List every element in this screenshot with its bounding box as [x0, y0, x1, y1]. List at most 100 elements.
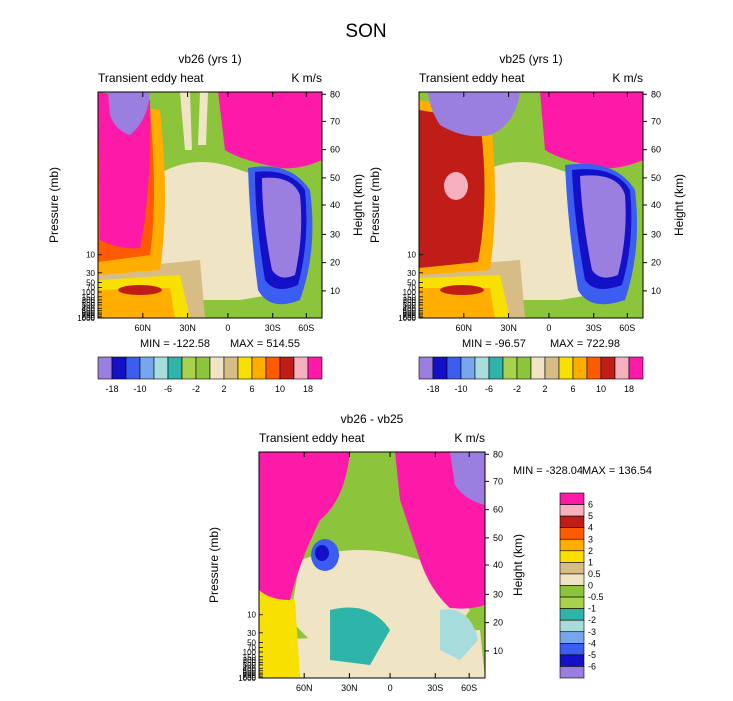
colorbar-cell [474, 356, 490, 380]
region-cyan-lower [330, 607, 390, 665]
p-tick-label: 400 [403, 304, 417, 313]
region-vertical-streaks [180, 92, 208, 150]
colorbar-label: -0.5 [588, 592, 604, 602]
colorbar-cell [559, 643, 585, 656]
colorbar-cell [544, 356, 560, 380]
colorbar-label: -10 [454, 384, 467, 394]
p-tick-label: 1000 [238, 674, 256, 683]
colorbar-cell [418, 356, 434, 380]
h-tick-label: 70 [493, 476, 503, 486]
colorbar-label: -10 [133, 384, 146, 394]
colorbar-cell [251, 356, 267, 380]
p-tick-label: 1000 [77, 314, 95, 323]
colorbar-cell [559, 573, 585, 586]
region-top-right-magenta [540, 92, 643, 169]
x-tick-label: 30N [179, 323, 196, 333]
figure-title: SON [345, 21, 386, 42]
colorbar-cell [153, 356, 169, 380]
colorbar-cell [139, 356, 155, 380]
y-axis-label: Pressure (mb) [207, 527, 221, 603]
h-tick-label: 40 [330, 200, 340, 210]
colorbar-label: 10 [275, 384, 285, 394]
colorbar-label: 6 [249, 384, 254, 394]
colorbar-label: 5 [588, 511, 593, 521]
p-tick-label: 300 [403, 301, 417, 310]
max-text: MAX = 136.54 [582, 465, 652, 477]
region-red-core [440, 285, 484, 295]
colorbar-label: 10 [596, 384, 606, 394]
region-top-right-magenta [218, 92, 322, 169]
x-tick-label: 30N [341, 683, 358, 693]
region-left-magenta [98, 92, 151, 249]
region-purple-core [580, 175, 626, 278]
colorbar-cell [628, 356, 644, 380]
colorbar-label: -3 [588, 627, 596, 637]
x-tick-label: 60N [135, 323, 152, 333]
y-axis-right-label: Height (km) [672, 174, 686, 236]
colorbar-label: -1 [588, 604, 596, 614]
p-tick-label: 10 [247, 611, 256, 620]
min-text: MIN = -122.58 [140, 338, 210, 350]
colorbar-label: -2 [588, 615, 596, 625]
x-tick-label: 0 [546, 323, 551, 333]
left-label: Transient eddy heat [419, 71, 525, 85]
region-purple-core [262, 177, 302, 278]
colorbar-cell [572, 356, 588, 380]
contour-field [419, 92, 643, 318]
panel-difference: vb26 - vb25 Transient eddy heat K m/s 60… [207, 412, 652, 693]
h-tick-label: 80 [493, 449, 503, 459]
colorbar-cell [460, 356, 476, 380]
panel-title: vb26 (yrs 1) [178, 52, 241, 66]
x-tick-label: 30S [427, 683, 443, 693]
colorbar-cell [432, 356, 448, 380]
x-tick-label: 0 [388, 683, 393, 693]
colorbar-label: -6 [485, 384, 493, 394]
y-axis-right-label: Height (km) [351, 174, 365, 236]
x-tick-label: 60S [619, 323, 635, 333]
p-tick-label: 400 [82, 304, 96, 313]
p-tick-label: 700 [403, 311, 417, 320]
min-text: MIN = -96.57 [462, 338, 526, 350]
h-tick-label: 60 [330, 145, 340, 155]
right-label: K m/s [612, 71, 643, 85]
colorbar-cell [195, 356, 211, 380]
h-tick-label: 30 [330, 229, 340, 239]
x-tick-label: 60N [456, 323, 473, 333]
p-tick-label: 400 [243, 664, 257, 673]
p-tick-label: 1000 [398, 314, 416, 323]
y-axis-right-label: Height (km) [511, 534, 525, 596]
panel-vb26: vb26 (yrs 1) Transient eddy heat K m/s 6… [47, 52, 365, 394]
region-pink-core [444, 172, 468, 200]
h-tick-label: 50 [493, 533, 503, 543]
colorbar: -18 -10 -6 -2 2 6 10 18 [418, 356, 644, 394]
colorbar-cell [559, 527, 585, 540]
p-tick-label: 600 [403, 309, 417, 318]
colorbar: -18 -10 -6 -2 2 6 10 18 [97, 356, 323, 394]
colorbar-label: -5 [588, 650, 596, 660]
h-tick-label: 60 [493, 505, 503, 515]
p-tick-label: 70 [407, 283, 416, 292]
colorbar-label: -6 [588, 661, 596, 671]
colorbar-cell [586, 356, 602, 380]
right-label: K m/s [454, 431, 485, 445]
region-orange [419, 288, 495, 318]
colorbar-cell [111, 356, 127, 380]
colorbar-label: 2 [588, 546, 593, 556]
axis-ticks: 60N 30N 0 30S 60S103050701001502002503004005… [77, 89, 340, 333]
colorbar-cell [237, 356, 253, 380]
p-tick-label: 150 [403, 293, 417, 302]
p-tick-label: 500 [243, 667, 257, 676]
h-tick-label: 70 [651, 116, 661, 126]
p-tick-label: 500 [82, 307, 96, 316]
colorbar-label: 0 [588, 581, 593, 591]
colorbar-cell [446, 356, 462, 380]
p-tick-label: 200 [243, 656, 257, 665]
x-tick-label: 30S [265, 323, 281, 333]
colorbar-cell [488, 356, 504, 380]
region-red-core [118, 285, 162, 295]
x-tick-label: 60S [461, 683, 477, 693]
panel-title: vb25 (yrs 1) [499, 52, 562, 66]
x-tick-label: 0 [225, 323, 230, 333]
colorbar-cell [265, 356, 281, 380]
p-tick-label: 500 [403, 307, 417, 316]
